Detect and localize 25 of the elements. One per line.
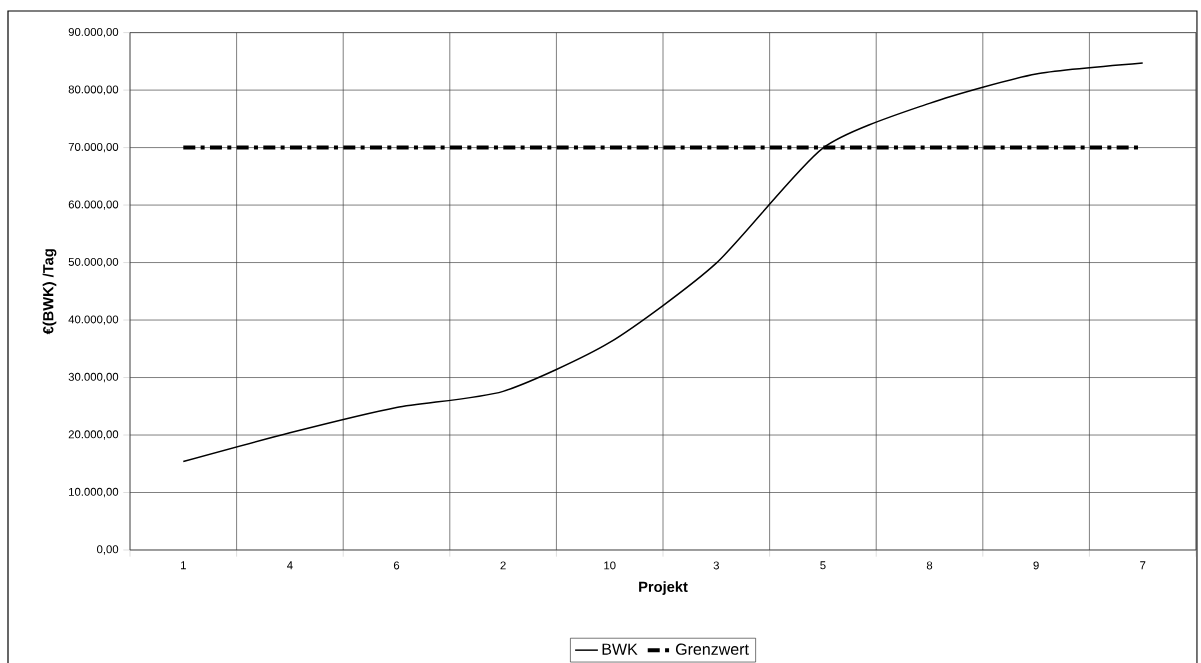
x-tick-label: 8 [926, 561, 933, 570]
legend-label: Grenzwert [675, 643, 749, 655]
x-tick-label: 3 [713, 561, 719, 570]
y-tick-label: 90.000,00 [68, 27, 119, 38]
x-axis-title: Projekt [639, 581, 688, 595]
x-tick-label: 2 [500, 561, 506, 570]
x-tick-label: 7 [1140, 561, 1146, 570]
x-tick-label: 1 [181, 561, 186, 570]
y-tick-label: 0,00 [97, 545, 119, 555]
y-tick-label: 50.000,00 [68, 257, 119, 268]
x-tick-label: 6 [393, 561, 400, 570]
legend-label: BWK [602, 643, 638, 655]
y-axis-title: €(BWK) /Tag [42, 249, 57, 335]
y-tick-label: 60.000,00 [68, 200, 119, 210]
x-tick-label: 4 [287, 561, 293, 570]
x-tick-label: 9 [1033, 561, 1039, 570]
line-series [182, 62, 1144, 463]
y-tick-label: 70.000,00 [68, 142, 119, 153]
x-tick-label: 10 [604, 561, 616, 570]
y-tick-label: 20.000,00 [68, 430, 119, 440]
y-tick-label: 10.000,00 [69, 487, 119, 498]
y-tick-label: 40.000,00 [68, 315, 119, 325]
y-tick-label: 30.000,00 [68, 372, 119, 383]
x-tick-label: 5 [820, 561, 826, 570]
y-tick-label: 80.000,00 [68, 85, 119, 95]
